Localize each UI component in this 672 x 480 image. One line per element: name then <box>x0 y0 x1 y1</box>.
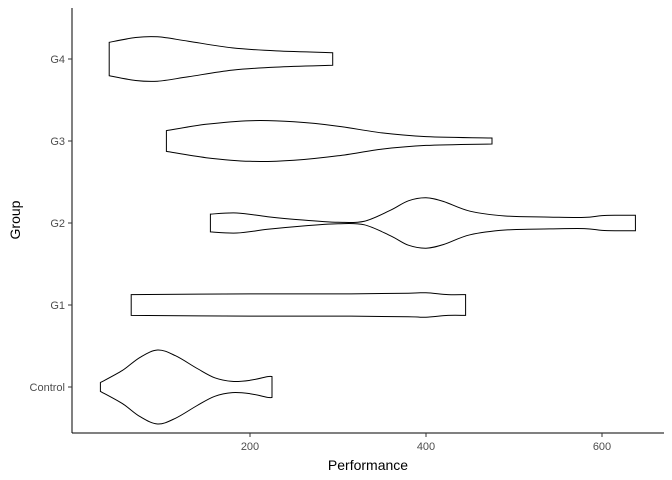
violin-control <box>99 349 273 425</box>
x-tick-label: 400 <box>417 441 435 453</box>
y-tick-label: G4 <box>50 54 65 66</box>
violin-g2 <box>209 197 636 249</box>
x-tick-label: 200 <box>241 441 259 453</box>
violins <box>99 36 636 425</box>
violin-g3 <box>165 120 493 162</box>
y-ticks: Control G1 G2 G3 G4 <box>30 54 72 394</box>
y-axis-title: Group <box>7 200 23 239</box>
violin-g1 <box>130 292 467 318</box>
y-tick-label: Control <box>30 382 65 394</box>
y-tick-label: G3 <box>50 136 65 148</box>
x-tick-label: 600 <box>593 441 611 453</box>
y-tick-label: G1 <box>50 300 65 312</box>
violin-g4 <box>108 36 334 82</box>
y-tick-label: G2 <box>50 218 65 230</box>
x-axis-title: Performance <box>328 457 408 473</box>
x-ticks: 200 400 600 <box>241 433 611 453</box>
